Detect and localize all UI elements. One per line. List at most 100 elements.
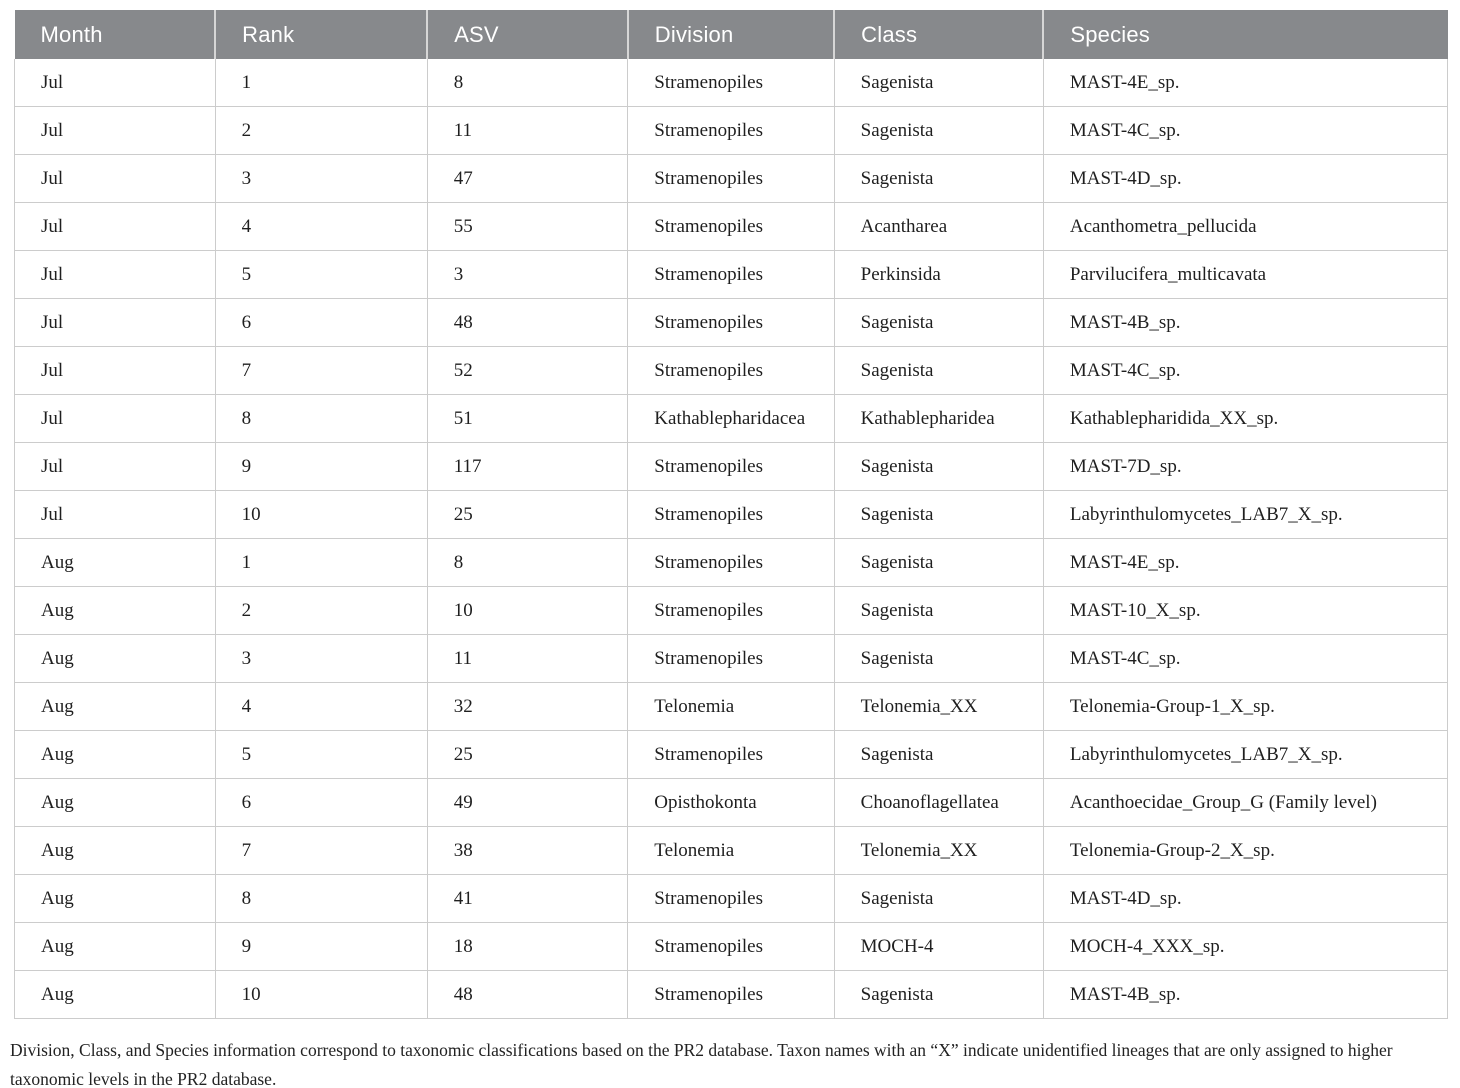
table-row: Jul 1 8 Stramenopiles Sagenista MAST-4E_sp. (14, 59, 1449, 107)
cell-class: MOCH-4 (833, 922, 1044, 971)
cell-month: Aug (14, 730, 216, 779)
cell-division: Stramenopiles (627, 634, 835, 683)
cell-month: Jul (14, 106, 216, 155)
cell-division: Opisthokonta (627, 778, 835, 827)
cell-month: Aug (14, 634, 216, 683)
cell-class: Perkinsida (833, 250, 1044, 299)
cell-rank: 9 (214, 442, 428, 491)
cell-class: Kathablepharidea (833, 394, 1044, 443)
table-row: Jul 8 51 Kathablepharidacea Kathablepharidea… (14, 394, 1449, 443)
cell-rank: 2 (214, 106, 428, 155)
cell-class: Telonemia_XX (833, 826, 1044, 875)
cell-class: Sagenista (833, 106, 1044, 155)
cell-month: Jul (14, 298, 216, 347)
cell-asv: 38 (426, 826, 629, 875)
cell-species: Labyrinthulomycetes_LAB7_X_sp. (1042, 730, 1449, 779)
cell-species: Acanthometra_pellucida (1042, 202, 1449, 251)
cell-species: Telonemia-Group-1_X_sp. (1042, 682, 1449, 731)
cell-rank: 10 (214, 970, 428, 1019)
cell-species: MAST-4D_sp. (1042, 154, 1449, 203)
table-row: Aug 6 49 Opisthokonta Choanoflagellatea Acant… (14, 778, 1449, 827)
header-row: Month Rank ASV Division Class Species (14, 10, 1448, 59)
cell-asv: 51 (426, 394, 629, 443)
table-row: Jul 6 48 Stramenopiles Sagenista MAST-4B_sp. (14, 298, 1449, 347)
cell-month: Aug (14, 682, 216, 731)
cell-asv: 25 (426, 490, 629, 539)
cell-division: Stramenopiles (627, 490, 835, 539)
cell-rank: 1 (214, 538, 428, 587)
cell-species: Parvilucifera_multicavata (1042, 250, 1449, 299)
cell-class: Sagenista (833, 490, 1044, 539)
table-row: Aug 2 10 Stramenopiles Sagenista MAST-10_X_sp… (14, 586, 1449, 635)
table-header: Month Rank ASV Division Class Species (14, 10, 1448, 59)
cell-asv: 32 (426, 682, 629, 731)
cell-division: Stramenopiles (627, 59, 835, 107)
cell-division: Stramenopiles (627, 538, 835, 587)
cell-month: Jul (14, 59, 216, 107)
cell-month: Jul (14, 250, 216, 299)
cell-species: MAST-4D_sp. (1042, 874, 1449, 923)
cell-species: Telonemia-Group-2_X_sp. (1042, 826, 1449, 875)
cell-species: MAST-4C_sp. (1042, 106, 1449, 155)
table-row: Jul 10 25 Stramenopiles Sagenista Labyrinthul… (14, 490, 1449, 539)
cell-division: Telonemia (627, 682, 835, 731)
table-row: Aug 9 18 Stramenopiles MOCH-4 MOCH-4_XXX_sp. (14, 922, 1449, 971)
cell-rank: 8 (214, 394, 428, 443)
cell-month: Aug (14, 970, 216, 1019)
cell-division: Stramenopiles (627, 154, 835, 203)
column-header-asv: ASV (427, 10, 629, 59)
table-row: Aug 8 41 Stramenopiles Sagenista MAST-4D_sp. (14, 874, 1449, 923)
table-row: Jul 4 55 Stramenopiles Acantharea Acanthometr… (14, 202, 1449, 251)
cell-class: Acantharea (833, 202, 1044, 251)
cell-division: Stramenopiles (627, 346, 835, 395)
cell-species: MAST-4C_sp. (1042, 346, 1449, 395)
cell-division: Stramenopiles (627, 298, 835, 347)
cell-rank: 4 (214, 202, 428, 251)
table-row: Aug 4 32 Telonemia Telonemia_XX Telonemia-Gro… (14, 682, 1449, 731)
cell-class: Sagenista (833, 346, 1044, 395)
table-row: Jul 9 117 Stramenopiles Sagenista MAST-7D_sp. (14, 442, 1449, 491)
cell-month: Jul (14, 154, 216, 203)
cell-rank: 3 (214, 634, 428, 683)
cell-asv: 49 (426, 778, 629, 827)
cell-division: Kathablepharidacea (627, 394, 835, 443)
cell-asv: 47 (426, 154, 629, 203)
cell-rank: 5 (214, 250, 428, 299)
cell-month: Jul (14, 442, 216, 491)
cell-division: Stramenopiles (627, 730, 835, 779)
cell-class: Sagenista (833, 874, 1044, 923)
cell-asv: 8 (426, 59, 629, 107)
cell-division: Stramenopiles (627, 874, 835, 923)
column-header-species: Species (1043, 10, 1448, 59)
cell-class: Telonemia_XX (833, 682, 1044, 731)
cell-month: Aug (14, 826, 216, 875)
cell-rank: 6 (214, 298, 428, 347)
table-row: Jul 3 47 Stramenopiles Sagenista MAST-4D_sp. (14, 154, 1449, 203)
cell-rank: 5 (214, 730, 428, 779)
cell-species: MAST-7D_sp. (1042, 442, 1449, 491)
cell-division: Telonemia (627, 826, 835, 875)
table-row: Aug 3 11 Stramenopiles Sagenista MAST-4C_sp. (14, 634, 1449, 683)
cell-species: MOCH-4_XXX_sp. (1042, 922, 1449, 971)
cell-rank: 8 (214, 874, 428, 923)
cell-rank: 2 (214, 586, 428, 635)
table-row: Jul 2 11 Stramenopiles Sagenista MAST-4C_sp. (14, 106, 1449, 155)
cell-month: Aug (14, 778, 216, 827)
cell-species: MAST-4B_sp. (1042, 970, 1449, 1019)
column-header-rank: Rank (215, 10, 429, 59)
cell-asv: 25 (426, 730, 629, 779)
cell-class: Sagenista (833, 586, 1044, 635)
cell-division: Stramenopiles (627, 202, 835, 251)
column-header-month: Month (14, 10, 217, 59)
cell-asv: 3 (426, 250, 629, 299)
column-header-class: Class (834, 10, 1045, 59)
cell-rank: 4 (214, 682, 428, 731)
cell-month: Jul (14, 490, 216, 539)
cell-species: MAST-4E_sp. (1042, 538, 1449, 587)
table-row: Jul 7 52 Stramenopiles Sagenista MAST-4C_sp. (14, 346, 1449, 395)
cell-month: Jul (14, 346, 216, 395)
cell-rank: 10 (214, 490, 428, 539)
cell-month: Aug (14, 586, 216, 635)
table-footnote: Division, Class, and Species information… (10, 1040, 1393, 1088)
